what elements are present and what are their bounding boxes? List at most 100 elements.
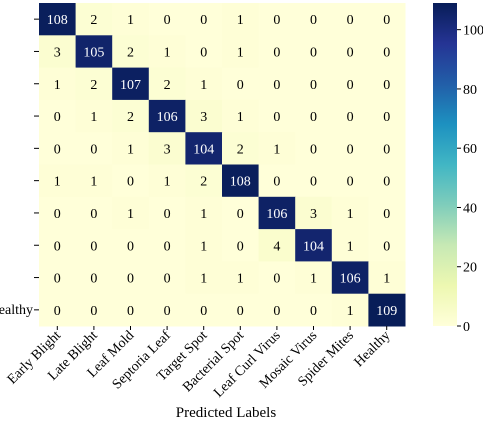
heatmap-cell: [185, 261, 223, 295]
heatmap-cell: [295, 3, 333, 36]
heatmap-cell: [148, 67, 186, 101]
cell-value-label: 0: [237, 207, 244, 222]
cell-value-label: 1: [237, 272, 244, 287]
cell-value-label: 1: [273, 142, 280, 157]
y-tick-label: ealthy: [0, 303, 33, 318]
heatmap-cell: [75, 67, 113, 101]
cell-value-label: 3: [54, 45, 61, 60]
cell-value-label: 0: [90, 304, 97, 319]
cell-value-label: 1: [164, 175, 171, 190]
cell-value-label: 0: [383, 110, 390, 125]
cell-value-label: 0: [273, 45, 280, 60]
heatmap-cell: [295, 261, 333, 295]
heatmap-cell: [258, 229, 296, 262]
heatmap-cell: [331, 67, 369, 101]
heatmap-cell: [222, 67, 260, 101]
heatmap-cell: [295, 67, 333, 101]
heatmap-cell: [331, 164, 369, 198]
cell-value-label: 0: [127, 239, 134, 254]
heatmap-cell: [258, 3, 296, 36]
heatmap-cell: [75, 293, 113, 327]
cell-value-label: 3: [164, 142, 171, 157]
heatmap-cell: [258, 99, 296, 133]
cell-value-label: 2: [90, 13, 97, 28]
heatmap-cell: [258, 164, 296, 198]
x-tick-label: Healthy: [352, 328, 394, 370]
cell-value-label: 0: [273, 304, 280, 319]
heatmap-cell: [258, 132, 296, 165]
cell-value-label: 107: [120, 78, 141, 93]
heatmap-cell: [222, 164, 260, 198]
heatmap-cell: [112, 67, 150, 101]
cell-value-label: 0: [347, 78, 354, 93]
cell-value-label: 0: [273, 175, 280, 190]
heatmap-cell: [39, 132, 77, 165]
cell-value-label: 1: [237, 45, 244, 60]
heatmap-cell: [39, 3, 77, 36]
cell-value-label: 0: [347, 45, 354, 60]
cell-value-label: 3: [310, 207, 317, 222]
heatmap-cell: [331, 3, 369, 36]
heatmap-cell: [185, 293, 223, 327]
heatmap-cell: [295, 196, 333, 230]
cell-value-label: 1: [347, 304, 354, 319]
heatmap-cell: [112, 132, 150, 165]
cell-value-label: 0: [200, 304, 207, 319]
heatmap-cell: [295, 229, 333, 262]
heatmap-cell: [368, 196, 406, 230]
cell-value-label: 1: [237, 110, 244, 125]
cell-value-label: 106: [157, 110, 178, 125]
heatmap-cell: [185, 67, 223, 101]
heatmap-cell: [75, 261, 113, 295]
cell-value-label: 0: [127, 175, 134, 190]
heatmap-cell: [75, 99, 113, 133]
cell-value-label: 0: [347, 175, 354, 190]
colorbar-ticks: 0 20 40 60 80 100: [457, 24, 483, 335]
heatmap-cell: [331, 99, 369, 133]
cell-value-label: 2: [127, 45, 134, 60]
cell-value-label: 0: [54, 239, 61, 254]
heatmap-cell: [185, 3, 223, 36]
cell-value-label: 104: [303, 239, 324, 254]
cell-value-label: 0: [273, 13, 280, 28]
cell-value-label: 0: [54, 304, 61, 319]
heatmap-cell: [295, 164, 333, 198]
colorbar: [433, 3, 457, 326]
cell-value-label: 1: [164, 45, 171, 60]
cell-value-label: 0: [310, 175, 317, 190]
cell-value-label: 108: [47, 13, 68, 28]
heatmap-cell: [148, 229, 186, 262]
cell-value-label: 1: [90, 175, 97, 190]
heatmap-cell: [112, 164, 150, 198]
cell-value-label: 3: [200, 110, 207, 125]
cell-value-label: 0: [310, 45, 317, 60]
heatmap-cell: [148, 99, 186, 133]
cell-value-label: 2: [90, 78, 97, 93]
heatmap-cell: [185, 229, 223, 262]
heatmap-cell: [368, 132, 406, 165]
heatmap-cell: [185, 196, 223, 230]
heatmap-cell: [331, 229, 369, 262]
cell-value-label: 1: [310, 272, 317, 287]
heatmap-cell: [39, 35, 77, 69]
heatmap-cell: [148, 132, 186, 165]
cell-value-label: 0: [90, 142, 97, 157]
cell-value-label: 2: [127, 110, 134, 125]
heatmap-cell: [112, 99, 150, 133]
cell-value-label: 0: [164, 207, 171, 222]
cell-value-label: 104: [193, 142, 214, 157]
heatmap-cell: [112, 35, 150, 69]
cell-value-label: 0: [164, 272, 171, 287]
cell-value-label: 2: [164, 78, 171, 93]
colorbar-tick-label: 60: [463, 142, 477, 157]
heatmap-cell: [148, 3, 186, 36]
cell-value-label: 0: [127, 272, 134, 287]
heatmap-cell: [148, 196, 186, 230]
x-axis-title: Predicted Labels: [176, 405, 277, 421]
heatmap-cell: [222, 196, 260, 230]
cell-value-label: 1: [127, 13, 134, 28]
cell-value-label: 1: [54, 78, 61, 93]
heatmap-cell: [222, 132, 260, 165]
colorbar-tick-label: 40: [463, 201, 477, 216]
cell-value-label: 106: [340, 272, 361, 287]
